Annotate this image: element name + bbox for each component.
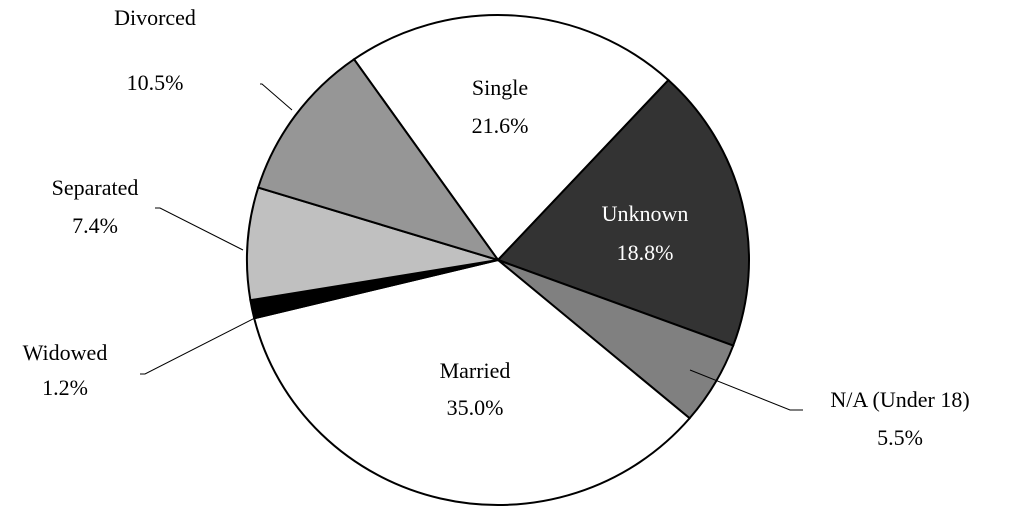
slice-value-label: 21.6% [472,113,529,138]
pie-slice [496,78,750,347]
slice-label: Married [440,358,511,383]
slice-value-label: 18.8% [617,240,674,265]
slice-value-label: 10.5% [127,70,184,95]
slice-label: Divorced [114,5,196,30]
slice-value-label: 1.2% [42,375,88,400]
slice-value-label: 35.0% [447,395,504,420]
slice-label: Separated [52,175,139,200]
leader-line [155,207,244,251]
pie-slice [256,57,501,262]
pie-slice [352,14,670,262]
slice-label: N/A (Under 18) [830,387,969,412]
slice-label: Widowed [23,340,108,365]
slice-value-label: 7.4% [72,213,118,238]
slice-label: Unknown [602,201,689,226]
slice-value-label: 5.5% [877,425,923,450]
pie-slice [246,186,499,302]
slice-label: Single [472,75,528,100]
leader-line [260,83,293,111]
pie-slice [252,258,692,506]
leader-line [140,317,256,375]
leader-line [689,369,803,411]
